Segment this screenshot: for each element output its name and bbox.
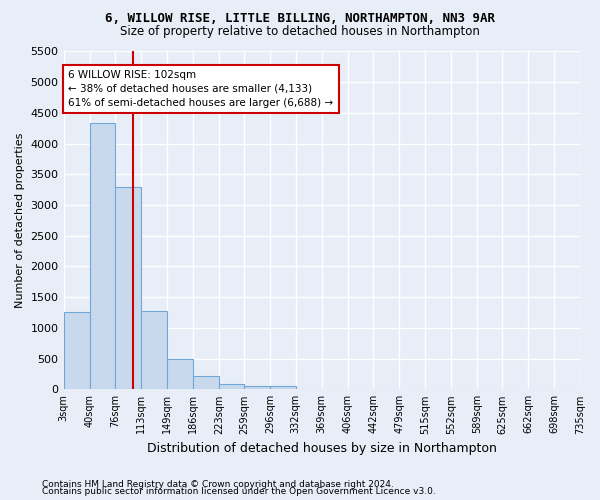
Bar <box>219 384 244 390</box>
Text: Size of property relative to detached houses in Northampton: Size of property relative to detached ho… <box>120 25 480 38</box>
Text: 6 WILLOW RISE: 102sqm
← 38% of detached houses are smaller (4,133)
61% of semi-d: 6 WILLOW RISE: 102sqm ← 38% of detached … <box>68 70 334 108</box>
Bar <box>244 386 270 390</box>
Text: 6, WILLOW RISE, LITTLE BILLING, NORTHAMPTON, NN3 9AR: 6, WILLOW RISE, LITTLE BILLING, NORTHAMP… <box>105 12 495 26</box>
Bar <box>115 187 141 390</box>
Bar <box>64 312 89 390</box>
Bar <box>89 124 115 390</box>
X-axis label: Distribution of detached houses by size in Northampton: Distribution of detached houses by size … <box>147 442 497 455</box>
Text: Contains public sector information licensed under the Open Government Licence v3: Contains public sector information licen… <box>42 488 436 496</box>
Bar <box>270 386 296 390</box>
Y-axis label: Number of detached properties: Number of detached properties <box>15 132 25 308</box>
Bar <box>167 359 193 390</box>
Bar <box>193 376 219 390</box>
Bar <box>141 312 167 390</box>
Text: Contains HM Land Registry data © Crown copyright and database right 2024.: Contains HM Land Registry data © Crown c… <box>42 480 394 489</box>
